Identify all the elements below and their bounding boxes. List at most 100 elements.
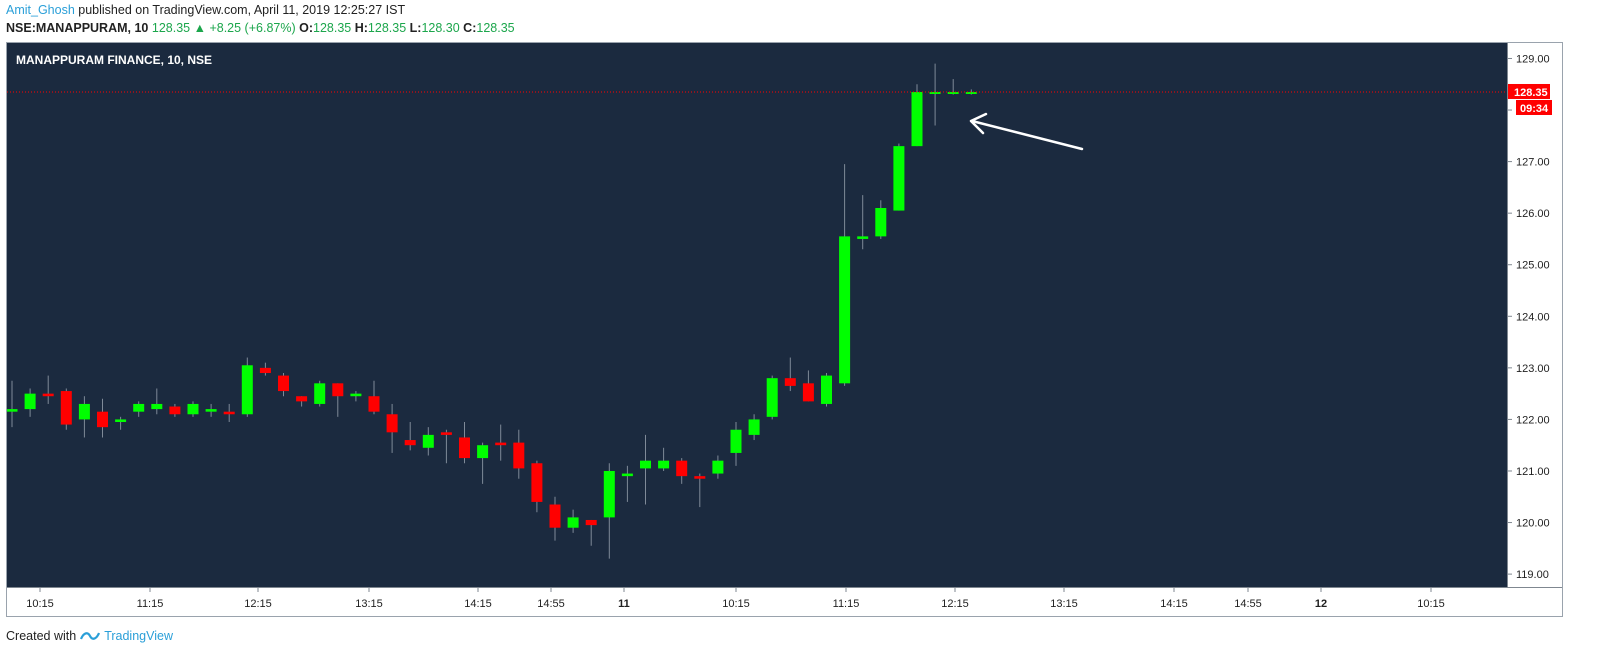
up-arrow-icon: ▲ [193, 21, 206, 35]
candle-up[interactable] [567, 517, 579, 528]
candle-down[interactable] [278, 375, 289, 392]
chart-title: MANAPPURAM FINANCE, 10, NSE [16, 53, 212, 67]
time-axis-ticks: 10:15 11:15 12:15 13:15 14:15 14:55 11 10:15 11:… [26, 587, 1445, 610]
price-axis[interactable] [1507, 43, 1562, 587]
author-link[interactable]: Amit_Ghosh [6, 3, 75, 17]
candle-up[interactable] [857, 236, 869, 239]
close-label: C: [463, 21, 477, 35]
annotation-arrow-icon [969, 112, 1084, 151]
candle-up[interactable] [929, 91, 941, 94]
bar-countdown-badge [1516, 99, 1552, 115]
candle-up[interactable] [241, 365, 253, 415]
candle-up[interactable] [766, 378, 778, 417]
time-tick-label: 10:15 [722, 598, 750, 610]
created-with-text: Created with [6, 629, 77, 643]
candle-down[interactable] [549, 504, 561, 528]
bar-countdown-label: 09:34 [1520, 103, 1549, 115]
candle-down[interactable] [694, 476, 706, 479]
candle-up[interactable] [875, 208, 887, 237]
plot-area[interactable] [7, 43, 1507, 587]
publish-info: Amit_Ghosh published on TradingView.com,… [6, 3, 405, 20]
high-label: H: [354, 21, 368, 35]
price-tick-label: 121.00 [1516, 466, 1550, 478]
price-tick-label: 129.00 [1516, 53, 1550, 65]
time-tick-label: 14:15 [1160, 598, 1188, 610]
candle-down[interactable] [784, 378, 796, 386]
time-tick-label: 11:15 [833, 598, 860, 610]
open-label: O: [299, 21, 313, 35]
price-tick-label: 124.00 [1516, 311, 1550, 323]
candle-up[interactable] [205, 409, 217, 412]
price-tick-label: 122.00 [1516, 414, 1550, 426]
candle-down[interactable] [495, 442, 507, 446]
candle-down[interactable] [404, 440, 416, 446]
arrow-head [969, 112, 988, 135]
candle-up[interactable] [658, 460, 670, 469]
footer: Created with TradingView [6, 627, 173, 645]
candle-up[interactable] [621, 473, 633, 477]
price-tick-label: 126.00 [1516, 208, 1550, 220]
candle-up[interactable] [133, 403, 145, 412]
candle-down[interactable] [802, 383, 814, 402]
candle-down[interactable] [60, 391, 72, 425]
high-value: 128.35 [367, 21, 407, 35]
candle-down[interactable] [368, 396, 380, 412]
candle-down[interactable] [386, 414, 398, 433]
candle-up[interactable] [24, 393, 36, 410]
candle-down[interactable] [97, 411, 108, 428]
candle-up[interactable] [712, 460, 724, 474]
candle-up[interactable] [151, 403, 163, 410]
last-price: 128.35 [151, 21, 191, 35]
candle-up[interactable] [911, 91, 923, 147]
candle-up[interactable] [7, 409, 18, 412]
current-price-label: 128.35 [1514, 87, 1548, 99]
candle-down[interactable] [259, 367, 271, 374]
candle-up[interactable] [422, 434, 434, 448]
candle-up[interactable] [947, 91, 959, 94]
candle-up[interactable] [477, 445, 489, 459]
chart[interactable]: MANAPPURAM FINANCE, 10, NSE 119.00 120.00… [7, 43, 1562, 616]
candle-down[interactable] [459, 437, 470, 459]
candle-down[interactable] [296, 396, 308, 402]
symbol-name: NSE:MANAPPURAM, 10 [6, 21, 149, 35]
price-change: +8.25 (+6.87%) [209, 21, 296, 35]
candle-down[interactable] [676, 460, 688, 477]
time-tick-label: 11 [618, 598, 630, 610]
price-tick-label: 120.00 [1516, 518, 1550, 530]
time-axis[interactable] [7, 587, 1562, 616]
candle-down[interactable] [42, 393, 54, 397]
candle-up[interactable] [839, 236, 851, 384]
tradingview-link[interactable]: TradingView [104, 629, 173, 643]
candle-down[interactable] [585, 519, 597, 526]
time-tick-label: 10:15 [26, 598, 54, 610]
candle-up[interactable] [730, 429, 742, 453]
candle-up[interactable] [314, 383, 326, 404]
price-tick-label: 127.00 [1516, 157, 1550, 169]
tradingview-logo-icon [80, 632, 101, 640]
candle-down[interactable] [513, 442, 525, 469]
candles [7, 63, 977, 559]
candle-up[interactable] [821, 375, 832, 404]
candle-down[interactable] [531, 463, 543, 502]
symbol-legend: NSE:MANAPPURAM, 10 128.35 ▲ +8.25 (+6.87… [6, 21, 515, 38]
candle-down[interactable] [169, 406, 181, 415]
candle-up[interactable] [965, 91, 977, 94]
time-tick-label: 10:15 [1417, 598, 1445, 610]
open-value: 128.35 [313, 21, 352, 35]
candle-down[interactable] [223, 411, 235, 415]
candle-up[interactable] [893, 146, 905, 211]
candle-up[interactable] [748, 419, 760, 435]
price-tick-label: 119.00 [1516, 569, 1549, 581]
current-price-badge [1508, 83, 1550, 99]
candle-up[interactable] [640, 460, 651, 469]
time-tick-label: 11:15 [137, 598, 164, 610]
candle-up[interactable] [187, 403, 199, 415]
low-value: 128.30 [421, 21, 460, 35]
candle-up[interactable] [350, 393, 362, 397]
candle-down[interactable] [440, 432, 452, 435]
candle-down[interactable] [332, 383, 344, 397]
candle-up[interactable] [78, 403, 90, 420]
time-tick-label: 12:15 [941, 598, 969, 610]
candle-up[interactable] [603, 470, 615, 518]
candle-up[interactable] [115, 419, 127, 422]
